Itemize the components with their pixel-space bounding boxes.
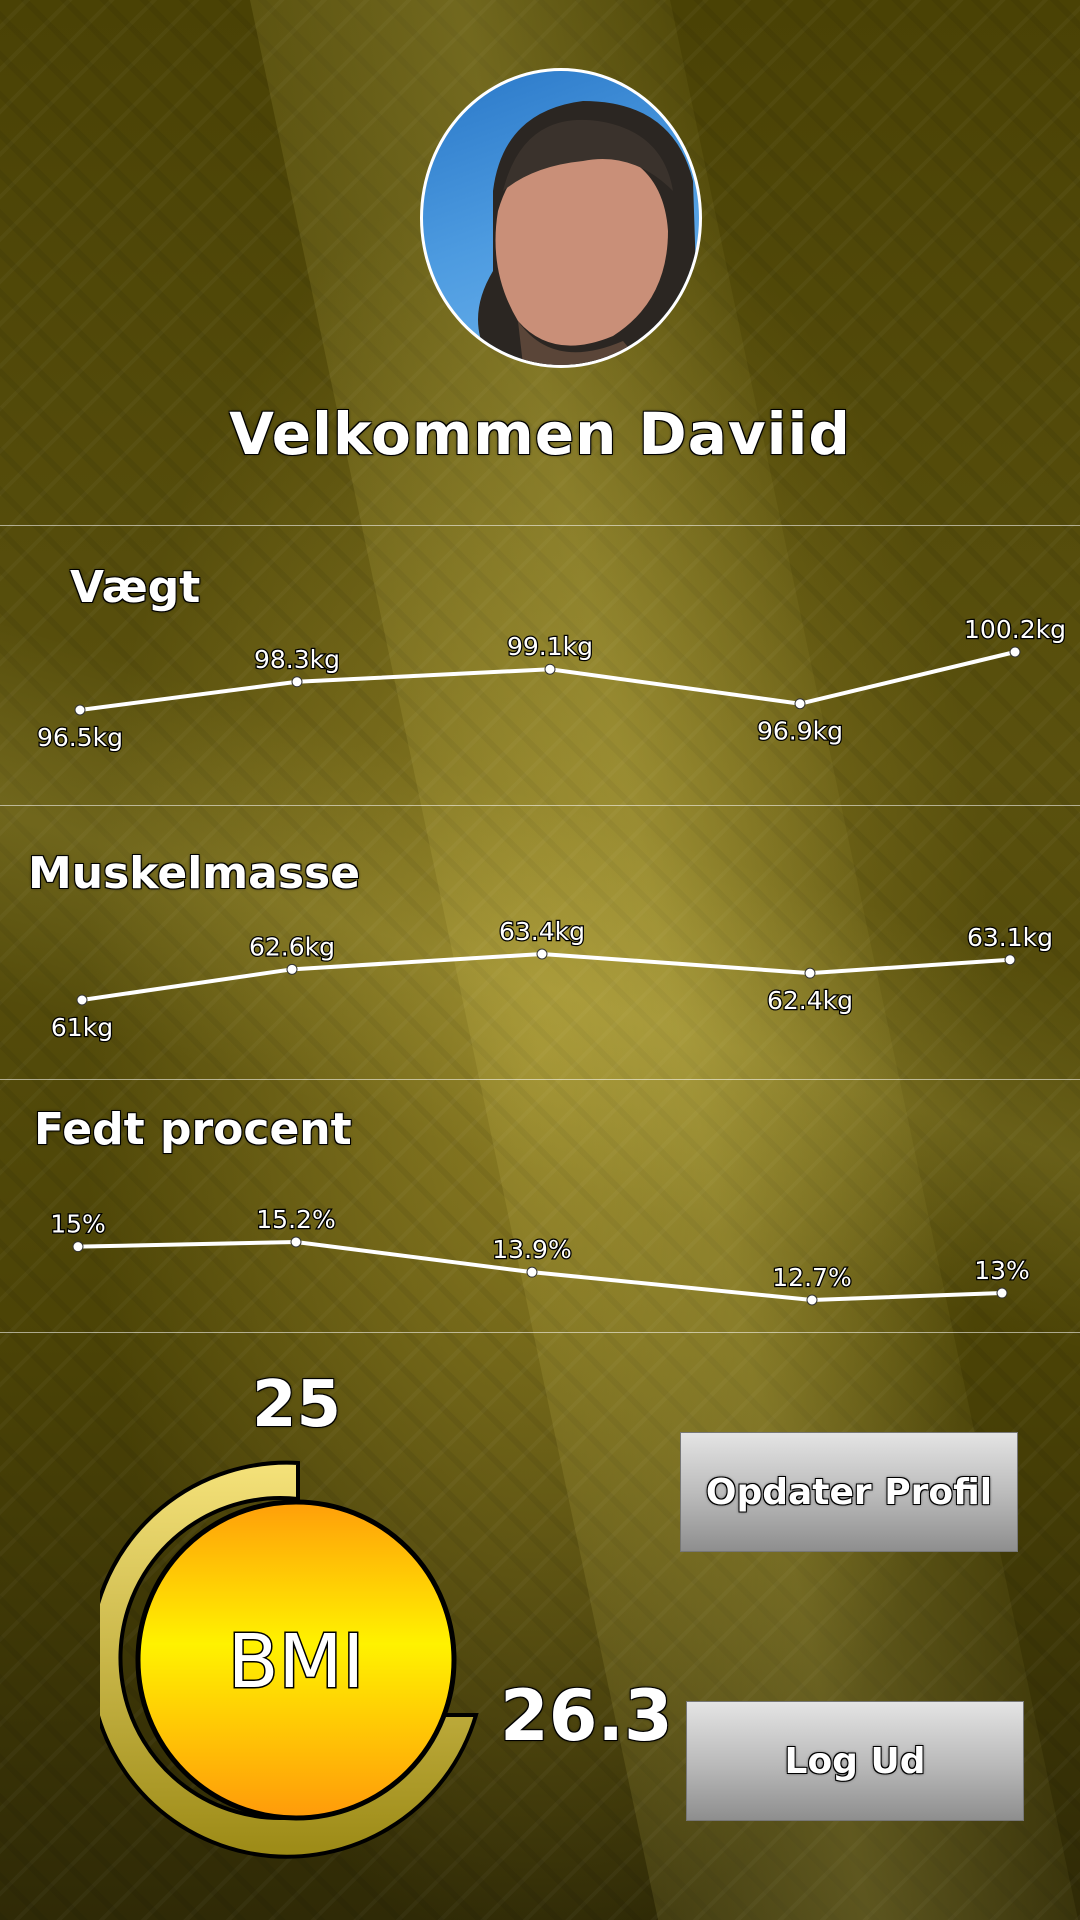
weight-point [291,676,303,688]
logout-button[interactable]: Log Ud [686,1701,1024,1821]
fat-point [290,1236,302,1248]
weight-point [74,704,86,716]
fat-label: 12.7% [772,1263,851,1292]
muscle-label: 61kg [51,1013,113,1042]
muscle-point [1004,954,1016,966]
fat-label: 13.9% [492,1235,571,1264]
welcome-title: Velkommen Daviid [229,400,851,468]
divider [0,1332,1080,1333]
muscle-line [81,951,1011,1002]
divider [0,1079,1080,1080]
weight-label: 100.2kg [964,615,1066,644]
muscle-point [286,963,298,975]
fat-point [806,1294,818,1306]
muscle-label: 62.4kg [767,986,853,1015]
bmi-label: BMI [228,1619,364,1705]
muscle-label: 62.6kg [249,932,335,961]
fat-chart: 15% 15.2% 13.9% 12.7% 13% [49,1204,1031,1306]
bmi-value: 26.3 [500,1675,673,1757]
bmi-gauge: BMI [87,1455,490,1865]
fat-point [526,1266,538,1278]
fat-point [996,1287,1008,1299]
avatar-photo [478,101,699,365]
muscle-point [804,967,816,979]
weight-chart: 96.5kg 98.3kg 99.1kg 96.9kg 100.2kg [36,614,1067,754]
weight-point [1009,646,1021,658]
fat-point [72,1241,84,1253]
weight-point [544,663,556,675]
muscle-chart: 61kg 62.6kg 63.4kg 62.4kg 63.1kg [50,916,1055,1044]
muscle-point [536,948,548,960]
divider [0,805,1080,806]
bmi-inner-circle [135,1499,457,1821]
weight-title: Vægt [70,562,201,613]
bmi-reference: 25 [252,1368,342,1442]
fat-label: 13% [974,1256,1030,1285]
update-profile-button[interactable]: Opdater Profil [680,1432,1018,1552]
weight-label: 96.9kg [757,717,843,746]
divider [0,525,1080,526]
muscle-point [76,994,88,1006]
weight-point [794,698,806,710]
avatar[interactable] [420,68,702,368]
weight-label: 98.3kg [254,645,340,674]
fat-label: 15.2% [256,1205,335,1234]
weight-label: 99.1kg [507,632,593,661]
muscle-label: 63.1kg [967,923,1053,952]
muscle-title: Muskelmasse [28,848,361,899]
fat-label: 15% [50,1210,106,1239]
muscle-label: 63.4kg [499,917,585,946]
weight-label: 96.5kg [37,723,123,752]
fat-title: Fedt procent [34,1104,352,1155]
